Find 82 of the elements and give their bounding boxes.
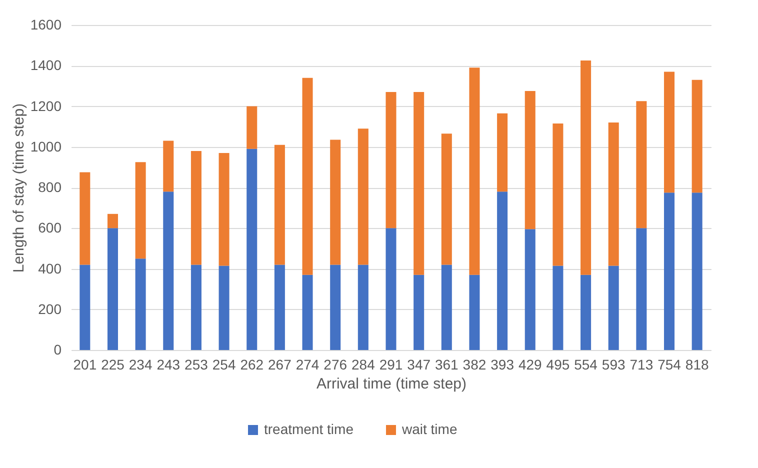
bar xyxy=(414,274,424,350)
bar xyxy=(580,274,592,350)
x-tick-label: 554 xyxy=(574,356,598,372)
bar xyxy=(497,192,508,350)
x-tick-label: 347 xyxy=(407,356,431,372)
bar xyxy=(524,229,536,350)
y-tick-label: 200 xyxy=(38,300,62,317)
bar xyxy=(302,274,313,350)
x-tick-label: 382 xyxy=(462,356,486,372)
bar xyxy=(664,72,675,193)
bar xyxy=(692,192,702,350)
bar xyxy=(330,264,341,350)
bar xyxy=(414,92,424,275)
bar xyxy=(441,134,452,265)
bar xyxy=(608,122,619,266)
bar xyxy=(469,274,480,350)
x-tick-label: 361 xyxy=(434,356,459,372)
bar xyxy=(636,101,647,228)
bar xyxy=(580,60,592,275)
bar xyxy=(552,266,564,350)
bar xyxy=(664,192,675,350)
x-tick-label: 818 xyxy=(685,356,709,372)
bar xyxy=(80,264,90,350)
bar xyxy=(190,264,202,350)
x-tick-label: 243 xyxy=(156,356,180,372)
y-axis-title: Length of stay (time step) xyxy=(10,103,28,273)
x-tick-label: 276 xyxy=(324,356,348,372)
x-tick-label: 201 xyxy=(73,356,97,372)
bar xyxy=(302,78,313,275)
x-tick-label: 429 xyxy=(518,356,542,372)
y-tick-label: 800 xyxy=(38,179,62,195)
x-tick-label: 253 xyxy=(184,356,208,372)
bar xyxy=(190,150,202,265)
bar xyxy=(274,144,285,265)
bar xyxy=(497,113,508,192)
x-tick-label: 713 xyxy=(630,356,654,372)
x-tick-label: 234 xyxy=(128,356,152,372)
y-tick-label: 1600 xyxy=(30,16,62,32)
y-tick-label: 400 xyxy=(38,260,62,276)
x-tick-label: 274 xyxy=(296,356,320,372)
x-tick-label: 393 xyxy=(490,356,514,372)
y-tick-label: 1000 xyxy=(30,138,62,154)
x-tick-label: 291 xyxy=(379,356,403,372)
bar xyxy=(163,192,174,350)
y-tick-label: 1200 xyxy=(30,98,62,114)
legend-label: treatment time xyxy=(264,421,354,437)
bar xyxy=(552,124,564,266)
x-tick-label: 284 xyxy=(351,356,376,372)
bar xyxy=(358,264,368,350)
bar xyxy=(636,228,647,350)
bar xyxy=(135,258,146,350)
bar xyxy=(441,264,452,350)
x-tick-label: 495 xyxy=(546,356,570,372)
bar xyxy=(107,228,118,350)
bar xyxy=(80,172,90,265)
bar xyxy=(524,91,536,230)
bar xyxy=(386,92,396,228)
y-tick-label: 600 xyxy=(38,220,62,236)
x-tick-label: 754 xyxy=(658,356,682,372)
bar xyxy=(608,266,619,350)
bar xyxy=(163,140,174,192)
legend-label: wait time xyxy=(401,421,458,437)
x-tick-label: 254 xyxy=(212,356,236,372)
bar xyxy=(274,264,285,350)
bar xyxy=(135,162,146,259)
bar xyxy=(330,140,341,265)
y-tick-label: 0 xyxy=(54,342,62,358)
bar xyxy=(386,228,396,350)
x-tick-label: 593 xyxy=(602,356,626,372)
bar xyxy=(246,148,258,350)
bar xyxy=(218,152,230,266)
x-tick-label: 262 xyxy=(240,356,264,372)
x-tick-label: 267 xyxy=(268,356,292,372)
x-axis-title: Arrival time (time step) xyxy=(316,376,467,392)
bar xyxy=(358,128,368,265)
bar xyxy=(218,266,230,350)
bar xyxy=(246,106,258,149)
bar xyxy=(692,80,702,193)
bar xyxy=(469,68,480,275)
bar xyxy=(107,214,118,228)
y-tick-label: 1400 xyxy=(30,57,62,74)
x-tick-label: 225 xyxy=(101,356,125,372)
